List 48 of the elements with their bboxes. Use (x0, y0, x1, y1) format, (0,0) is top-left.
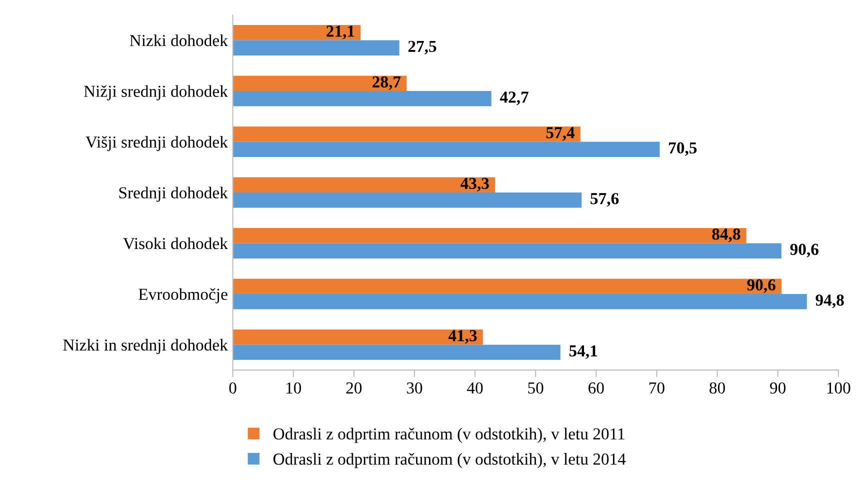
bar (232, 142, 660, 157)
data-label: 54,1 (569, 345, 598, 359)
data-label: 42,7 (500, 92, 528, 106)
data-label: 28,7 (372, 76, 401, 90)
bar (232, 344, 560, 360)
data-label: 43,3 (460, 178, 489, 192)
x-tick-label: 60 (588, 382, 604, 394)
x-tick-label: 100 (827, 382, 850, 394)
y-tick-label: Nizki dohodek (130, 34, 228, 46)
bar (232, 177, 496, 192)
bar (232, 329, 483, 345)
data-label: 21,1 (326, 26, 354, 40)
data-label: 94,8 (816, 294, 844, 308)
bar (232, 126, 580, 142)
bar (232, 192, 582, 208)
x-tick-label: 70 (649, 382, 664, 394)
x-tick-label: 50 (528, 382, 544, 394)
legend-label: Odrasli z odprtim računom (v odstotkih), v letu 2014 (273, 452, 626, 468)
y-tick-label: Nižji srednji dohodek (84, 85, 228, 100)
y-tick-label: Nizki in srednji dohodek (63, 338, 228, 354)
y-tick-label: Srednji dohodek (119, 186, 228, 202)
legend-label: Odrasli z odprtim računom (v odstotkih), v letu 2011 (273, 428, 624, 443)
bar (232, 25, 361, 40)
data-label: 57,6 (590, 193, 619, 207)
y-tick-label: Višji srednji dohodek (86, 136, 228, 152)
bar (232, 90, 492, 106)
y-tick-label: Visoki dohodek (123, 237, 228, 250)
y-tick-label: Evroobmočje (138, 288, 228, 304)
data-label: 27,5 (408, 40, 436, 54)
x-tick-label: 90 (770, 382, 786, 394)
x-tick-label: 80 (710, 382, 725, 394)
bar (232, 40, 400, 56)
x-tick-label: 10 (286, 382, 302, 394)
data-label: 90,6 (747, 279, 776, 293)
data-label: 84,8 (712, 228, 740, 242)
data-label: 70,5 (669, 142, 697, 156)
bar (232, 278, 782, 294)
data-label: 57,4 (546, 127, 575, 141)
data-label: 41,3 (448, 330, 477, 344)
x-tick-label: 30 (406, 382, 422, 394)
bar (232, 228, 746, 244)
x-tick-label: 40 (467, 382, 483, 394)
data-label: 90,6 (790, 244, 818, 258)
x-tick-label: 0 (229, 382, 236, 394)
bar (232, 294, 807, 310)
x-tick-label: 20 (346, 382, 362, 394)
bar (232, 243, 782, 258)
bar (232, 76, 407, 91)
